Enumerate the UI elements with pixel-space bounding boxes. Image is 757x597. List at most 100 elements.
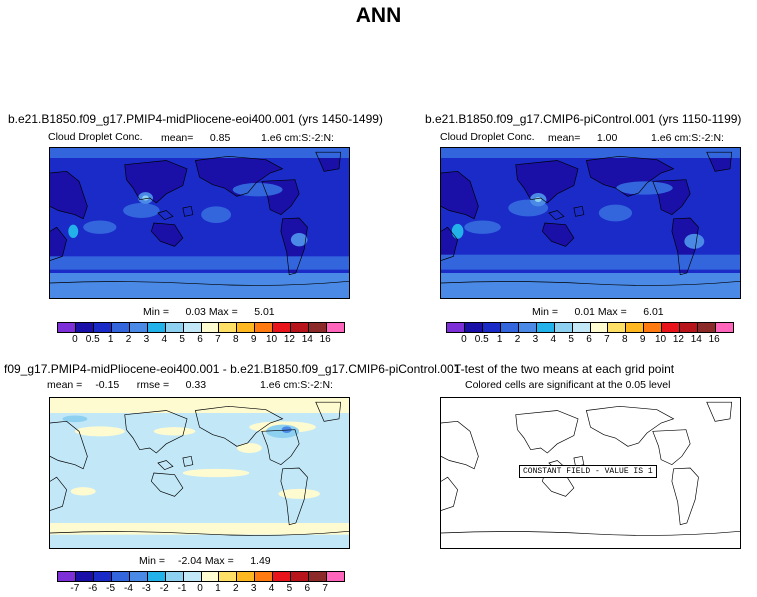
- panel2-max-value: 6.01: [643, 306, 664, 318]
- panel1-mean-label: mean=: [161, 132, 194, 144]
- colorbar-swatch: [626, 323, 645, 332]
- panel1-colorbar: [57, 322, 345, 333]
- panel3-max-value: 1.49: [250, 555, 271, 567]
- colorbar-tick-label: 5: [179, 334, 185, 345]
- colorbar-tick-label: 0: [197, 583, 203, 594]
- colorbar-tick-label: 10: [654, 334, 667, 345]
- colorbar-swatch: [447, 323, 465, 332]
- colorbar-tick-label: 1: [215, 583, 221, 594]
- panel3-min-value: -2.04: [177, 555, 202, 567]
- colorbar-tick-label: 12: [283, 334, 295, 345]
- colorbar-tick-label: 2: [514, 334, 521, 345]
- colorbar-tick-label: 5: [286, 583, 293, 594]
- panel2-min-value: 0.01: [574, 306, 595, 318]
- panel1-mean-value: 0.85: [209, 132, 231, 144]
- colorbar-tick-label: -2: [159, 583, 169, 594]
- colorbar-tick-label: 9: [639, 334, 646, 345]
- colorbar-swatch: [58, 323, 76, 332]
- colorbar-tick-label: -7: [70, 583, 80, 594]
- main-title: ANN: [355, 4, 402, 27]
- panel3-title: f09_g17.PMIP4-midPliocene-eoi400.001 - b…: [4, 362, 461, 376]
- panel1-max-value: 5.01: [254, 306, 275, 318]
- panel1-map-svg: [50, 148, 349, 298]
- colorbar-swatch: [183, 323, 202, 332]
- panel3-mean-label: mean =: [47, 379, 83, 391]
- panel4-subtitle: Colored cells are significant at the 0.0…: [465, 379, 671, 391]
- panel1-max-label: Max =: [208, 306, 238, 318]
- colorbar-swatch: [183, 572, 202, 581]
- colorbar-swatch: [219, 323, 238, 332]
- colorbar-swatch: [327, 572, 344, 581]
- colorbar-swatch: [327, 323, 344, 332]
- colorbar-swatch: [590, 323, 609, 332]
- panel1-mean: mean= 0.85: [161, 132, 230, 144]
- colorbar-swatch: [554, 323, 573, 332]
- panel1-units: 1.e6 cm:S:-2:N:: [261, 132, 334, 144]
- colorbar-swatch: [147, 323, 166, 332]
- colorbar-swatch: [129, 323, 148, 332]
- colorbar-swatch: [536, 323, 555, 332]
- colorbar-swatch: [500, 323, 519, 332]
- colorbar-tick-label: 4: [161, 334, 168, 345]
- colorbar-swatch: [219, 572, 238, 581]
- panel4-map: CONSTANT FIELD - VALUE IS 1: [440, 397, 741, 549]
- colorbar-swatch: [75, 323, 94, 332]
- colorbar-swatch: [716, 323, 733, 332]
- panel1-title: b.e21.B1850.f09_g17.PMIP4-midPliocene-eo…: [8, 112, 383, 126]
- colorbar-tick-label: -4: [124, 583, 133, 594]
- colorbar-swatch: [237, 323, 256, 332]
- panel3-units: 1.e6 cm:S:-2:N:: [260, 379, 333, 391]
- colorbar-tick-label: 4: [268, 583, 275, 594]
- panel1-variable: Cloud Droplet Conc.: [48, 131, 143, 143]
- colorbar-swatch: [201, 323, 220, 332]
- panel2-mean-label: mean=: [548, 132, 581, 144]
- panel3-rmse-label: rmse =: [136, 379, 170, 391]
- colorbar-swatch: [608, 323, 627, 332]
- panel3-colorbar: [57, 571, 345, 582]
- panel3-mean-value: -0.15: [95, 379, 120, 391]
- colorbar-swatch: [111, 572, 130, 581]
- colorbar-swatch: [111, 323, 130, 332]
- panel1-map: [49, 147, 350, 299]
- colorbar-tick-label: 10: [265, 334, 278, 345]
- colorbar-swatch: [662, 323, 681, 332]
- colorbar-tick-label: 7: [322, 583, 328, 594]
- colorbar-tick-label: 0: [72, 334, 78, 345]
- panel3-colorbar-ticks: -7 -6 -5 -4 -3 -2 -1 0 1 2 3 4 5 6 7: [57, 583, 343, 595]
- panel2-units: 1.e6 cm:S:-2:N:: [651, 132, 724, 144]
- panel1-min-value: 0.03: [185, 306, 206, 318]
- panel3-rmse-value: 0.33: [185, 379, 207, 391]
- colorbar-tick-label: -5: [106, 583, 116, 594]
- colorbar-tick-label: 3: [143, 334, 150, 345]
- panel2-colorbar-ticks: 0 0.5 1 2 3 4 5 6 7 8 9 10 12 14 16: [446, 334, 732, 346]
- colorbar-swatch: [129, 572, 148, 581]
- colorbar-swatch: [572, 323, 591, 332]
- panel2-colorbar: [446, 322, 734, 333]
- colorbar-tick-label: 8: [621, 334, 628, 345]
- panel3-minmax: Min = -2.04 Max = 1.49: [139, 555, 271, 567]
- panel4-title: T-test of the two means at each grid poi…: [454, 362, 675, 376]
- panel2-map: [440, 147, 741, 299]
- colorbar-swatch: [291, 572, 310, 581]
- colorbar-swatch: [309, 572, 328, 581]
- colorbar-tick-label: 9: [250, 334, 257, 345]
- colorbar-swatch: [273, 323, 292, 332]
- colorbar-tick-label: 1: [496, 334, 503, 345]
- panel3-stats: mean = -0.15 rmse = 0.33: [47, 379, 206, 391]
- colorbar-swatch: [464, 323, 483, 332]
- colorbar-swatch: [255, 572, 274, 581]
- colorbar-swatch: [165, 323, 184, 332]
- panel1-minmax: Min = 0.03 Max = 5.01: [143, 306, 275, 318]
- colorbar-swatch: [255, 323, 274, 332]
- colorbar-swatch: [165, 572, 184, 581]
- colorbar-tick-label: -6: [88, 583, 98, 594]
- colorbar-tick-label: 4: [550, 334, 557, 345]
- panel2-mean-value: 1.00: [596, 132, 618, 144]
- colorbar-swatch: [644, 323, 663, 332]
- colorbar-swatch: [201, 572, 220, 581]
- colorbar-tick-label: 6: [304, 583, 311, 594]
- colorbar-tick-label: 12: [672, 334, 684, 345]
- panel2-variable: Cloud Droplet Conc.: [440, 131, 535, 143]
- colorbar-tick-label: 7: [215, 334, 221, 345]
- colorbar-tick-label: 0.5: [474, 334, 489, 345]
